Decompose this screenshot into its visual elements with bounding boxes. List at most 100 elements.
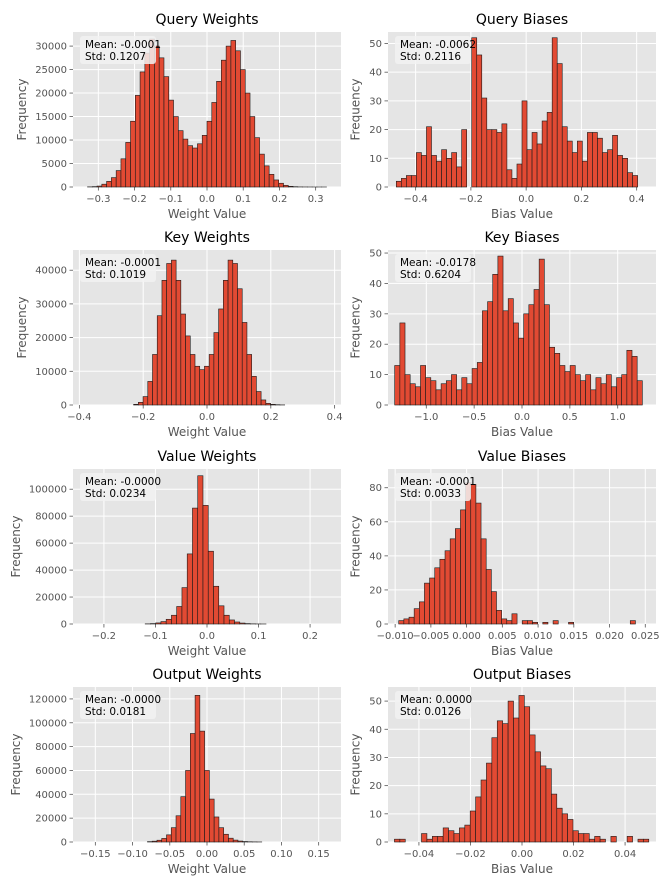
- histogram-bar: [204, 365, 210, 406]
- histogram-bar: [486, 129, 493, 188]
- histogram-bar: [567, 819, 574, 843]
- y-tick-label: 5000: [42, 159, 67, 170]
- histogram-bar: [439, 558, 446, 625]
- y-tick-label: 30000: [35, 42, 67, 53]
- histogram-bar: [425, 377, 432, 406]
- histogram-bar: [264, 165, 270, 188]
- histogram-bar: [485, 569, 492, 625]
- histogram-bar: [176, 606, 183, 625]
- histogram-bar: [542, 621, 549, 625]
- histogram-bar: [160, 621, 167, 625]
- histogram-bar: [133, 404, 139, 406]
- histogram-bar: [213, 816, 220, 843]
- histogram-bar: [455, 528, 461, 625]
- histogram-bar: [398, 620, 405, 625]
- histogram-bar: [142, 396, 149, 406]
- histogram-bar: [287, 185, 294, 188]
- histogram-bar: [399, 838, 406, 843]
- y-tick-label: 10000: [35, 367, 67, 378]
- histogram-bar: [476, 362, 483, 406]
- histogram-bar: [577, 140, 583, 188]
- x-tick-label: 0.00: [511, 849, 533, 860]
- histogram-bar: [218, 308, 224, 406]
- histogram-bar: [599, 838, 606, 843]
- histogram-bar: [622, 157, 628, 188]
- histogram-bar: [273, 179, 280, 188]
- y-axis-label: Frequency: [349, 516, 363, 578]
- histogram-bar: [147, 381, 153, 406]
- histogram-bar: [223, 833, 229, 843]
- histogram-bar: [278, 182, 284, 188]
- histogram-bar: [165, 618, 172, 625]
- histogram-panel: 0 10000 20000 30000 40000 −0.4 −0.2 0.0 0.2 0.4 Me…: [15, 230, 343, 439]
- histogram-bar: [259, 153, 265, 188]
- histogram-bar: [415, 386, 421, 406]
- histogram-bar: [394, 365, 401, 406]
- histogram-bar: [192, 147, 198, 188]
- histogram-bar: [444, 550, 451, 625]
- histogram-bar: [602, 152, 608, 188]
- histogram-bar: [461, 377, 468, 406]
- panel-title: Output Weights: [152, 667, 261, 683]
- histogram-bar: [154, 45, 160, 188]
- histogram-bar: [451, 374, 457, 406]
- histogram-bar: [201, 135, 208, 188]
- y-tick-label: 80: [369, 483, 382, 494]
- histogram-bar: [225, 45, 232, 188]
- histogram-bar: [175, 280, 182, 406]
- histogram-bar: [569, 365, 576, 406]
- histogram-bar: [456, 166, 462, 188]
- stats-box: [395, 473, 471, 501]
- histogram-bar: [626, 349, 633, 406]
- histogram-bar: [453, 833, 460, 843]
- histogram-bar: [516, 163, 523, 188]
- histogram-bar: [232, 263, 238, 406]
- histogram-bar: [180, 796, 186, 843]
- histogram-bar: [469, 810, 476, 843]
- x-tick-label: −0.05: [154, 849, 185, 860]
- histogram-bar: [471, 368, 478, 406]
- x-tick-label: −0.02: [455, 849, 486, 860]
- x-tick-label: 0.000: [452, 631, 481, 642]
- histogram-bar: [199, 369, 205, 406]
- histogram-bar: [260, 399, 267, 406]
- histogram-bar: [492, 274, 499, 406]
- histogram-bar: [511, 178, 518, 188]
- panel-title: Key Biases: [484, 230, 559, 246]
- x-axis-label: Weight Value: [168, 862, 247, 876]
- x-tick-label: −0.005: [412, 631, 449, 642]
- y-tick-label: 10000: [35, 136, 67, 147]
- histogram-bar: [213, 332, 219, 406]
- histogram-bar: [583, 833, 590, 843]
- x-tick-label: 0.00: [196, 849, 218, 860]
- histogram-bar: [552, 620, 559, 625]
- y-tick-label: 25000: [35, 65, 67, 76]
- histogram-bar: [207, 550, 214, 625]
- y-tick-label: 0: [376, 620, 382, 631]
- histogram-bar: [531, 132, 538, 188]
- histogram-bar: [559, 365, 566, 406]
- histogram-bar: [445, 380, 452, 406]
- y-tick-label: 20: [369, 585, 382, 596]
- histogram-bar: [411, 175, 417, 188]
- histogram-bar: [431, 155, 437, 188]
- histogram-bar: [158, 57, 165, 188]
- histogram-bar: [403, 618, 410, 625]
- histogram-bar: [456, 389, 463, 406]
- histogram-bar: [621, 374, 628, 406]
- y-tick-label: 100000: [29, 485, 67, 496]
- histogram-bar: [237, 840, 244, 843]
- histogram-bar: [437, 836, 444, 843]
- y-tick-label: 0: [61, 401, 67, 412]
- histogram-bar: [527, 620, 533, 625]
- x-axis-label: Weight Value: [168, 644, 247, 658]
- histogram-panel: 0 10 20 30 40 50 −0.4 −0.2 0.0 0.2 0.4 Mean: -0.006…: [349, 12, 656, 221]
- histogram-bar: [156, 839, 163, 843]
- histogram-bar: [206, 120, 213, 188]
- x-tick-label: −0.10: [117, 849, 148, 860]
- y-tick-label: 10: [369, 370, 382, 381]
- histogram-bar: [544, 304, 550, 406]
- histogram-bar: [551, 793, 558, 843]
- y-tick-label: 80000: [35, 512, 67, 523]
